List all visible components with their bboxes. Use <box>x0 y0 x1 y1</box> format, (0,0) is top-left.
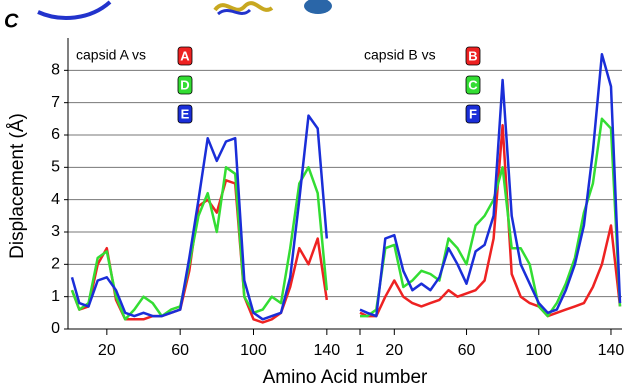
legend-title: capsid B vs <box>364 47 436 63</box>
x-tick-label: 60 <box>458 342 476 359</box>
x-tick-label: 20 <box>98 342 116 359</box>
y-tick-label: 3 <box>51 223 60 240</box>
x-tick-label: 100 <box>525 342 552 359</box>
panel-label: C <box>4 10 19 32</box>
x-tick-label: 20 <box>385 342 403 359</box>
x-tick-label: 60 <box>171 342 189 359</box>
y-tick-label: 7 <box>51 94 60 111</box>
x-tick-label: 140 <box>313 342 340 359</box>
y-tick-label: 1 <box>51 288 60 305</box>
y-tick-label: 5 <box>51 159 60 176</box>
legend-label: E <box>181 106 190 121</box>
x-tick-label: 100 <box>240 342 267 359</box>
y-tick-label: 4 <box>51 191 60 208</box>
structure-fragment <box>38 2 110 18</box>
legend-label: A <box>180 48 190 63</box>
chart: C Displacement (Å) Amino Acid number 0 1 2… <box>0 0 628 390</box>
x-axis-label: Amino Acid number <box>263 367 428 388</box>
legend-label: D <box>180 77 189 92</box>
y-tick-label: 0 <box>51 320 60 337</box>
structure-fragment <box>304 0 332 14</box>
y-tick-label: 6 <box>51 126 60 143</box>
legend-label: C <box>468 77 478 92</box>
structure-fragment <box>215 3 272 10</box>
legend-label: F <box>469 106 477 121</box>
structure-fragment <box>218 10 250 14</box>
y-axis-label: Displacement (Å) <box>7 113 28 259</box>
y-tick-label: 2 <box>51 256 60 273</box>
page: C Displacement (Å) Amino Acid number 0 1 2… <box>0 0 628 390</box>
series-line <box>360 54 620 316</box>
legend-label: B <box>468 48 477 63</box>
x-tick-label: 1 <box>356 342 365 359</box>
y-tick-label: 8 <box>51 62 60 79</box>
legend-title: capsid A vs <box>76 47 146 63</box>
x-tick-label: 140 <box>598 342 625 359</box>
series-line <box>360 125 620 316</box>
